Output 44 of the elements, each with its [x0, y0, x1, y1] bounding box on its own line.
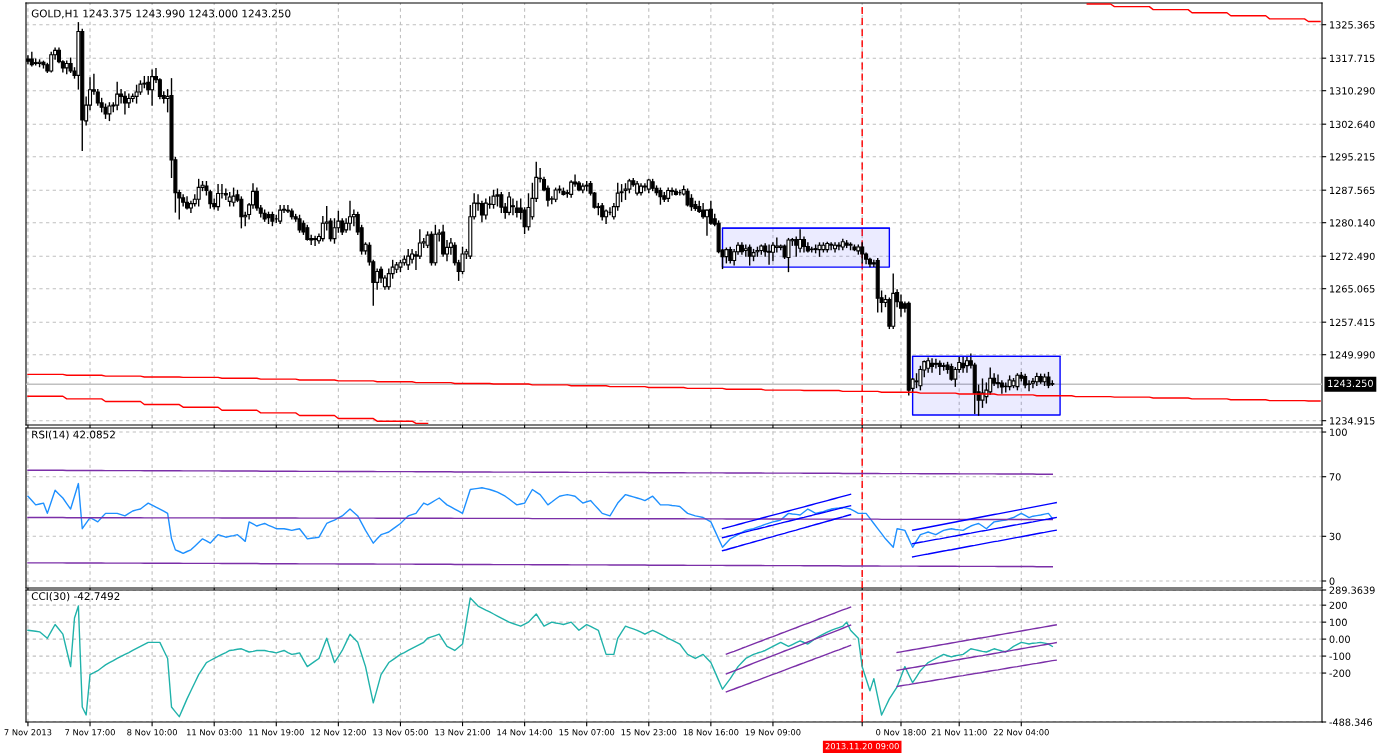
x-tick-label: 2013.11.20 09:00	[825, 742, 899, 750]
y-tick-label: 1287.565	[1330, 186, 1375, 195]
chart-title: RSI(14) 42.0852	[32, 430, 115, 440]
y-tick-label: 100	[1330, 618, 1347, 626]
x-tick-label: 22 Nov 04:00	[993, 729, 1049, 736]
y-tick-label: 200	[1329, 601, 1347, 609]
y-tick-label: 1272.490	[1330, 252, 1375, 261]
y-tick-label: 0.00	[1329, 635, 1350, 643]
x-tick-label: 12 Nov 12:00	[311, 729, 366, 736]
x-tick-label: 7 Nov 2013	[4, 729, 52, 736]
y-tick-label: -488.346	[1329, 718, 1373, 726]
y-tick-label: -200	[1329, 669, 1351, 677]
y-tick-label: 1295.215	[1330, 153, 1375, 161]
x-tick-label: 19 Nov 09:00	[745, 729, 801, 736]
x-tick-label: 13 Nov 21:00	[435, 729, 491, 736]
y-tick-label: -100	[1329, 652, 1351, 660]
y-tick-label: 1302.640	[1330, 120, 1375, 129]
x-tick-label: 15 Nov 07:00	[559, 729, 615, 736]
ref-line-label: 1243.250	[1328, 379, 1373, 388]
y-tick-label: 30	[1329, 532, 1341, 541]
y-tick-label: 1234.915	[1330, 417, 1375, 425]
y-tick-label: 1310.290	[1330, 87, 1375, 95]
x-tick-label: 11 Nov 19:00	[249, 729, 304, 736]
x-tick-label: 18 Nov 16:00	[683, 729, 739, 736]
y-tick-label: 1317.715	[1330, 54, 1375, 63]
y-tick-label: 1325.365	[1330, 21, 1375, 29]
x-tick-label: 13 Nov 05:00	[373, 729, 428, 736]
y-tick-label: 1265.065	[1330, 285, 1375, 293]
y-tick-label: 1249.990	[1330, 351, 1375, 359]
y-tick-label: 70	[1329, 473, 1341, 481]
x-tick-label: 7 Nov 17:00	[65, 729, 115, 736]
y-tick-label: 1257.415	[1330, 318, 1375, 327]
x-tick-label: 8 Nov 10:00	[127, 729, 177, 736]
y-tick-label: 0	[1329, 577, 1335, 585]
y-tick-label: 289.3639	[1329, 586, 1375, 594]
x-tick-label: 15 Nov 23:00	[621, 729, 677, 736]
y-tick-label: 100	[1330, 428, 1347, 436]
text: GOLD,H1 1243.375 1243.990 1243.000 1243.250	[31, 9, 291, 19]
y-tick-label: 1280.140	[1330, 219, 1375, 227]
x-tick-label: 11 Nov 03:00	[187, 729, 242, 736]
chart-title: CCI(30) -42.7492	[31, 591, 120, 602]
x-tick-label: 0 Nov 18:00	[876, 729, 926, 736]
x-tick-label: 21 Nov 11:00	[931, 729, 987, 736]
x-tick-label: 14 Nov 14:00	[497, 729, 553, 736]
